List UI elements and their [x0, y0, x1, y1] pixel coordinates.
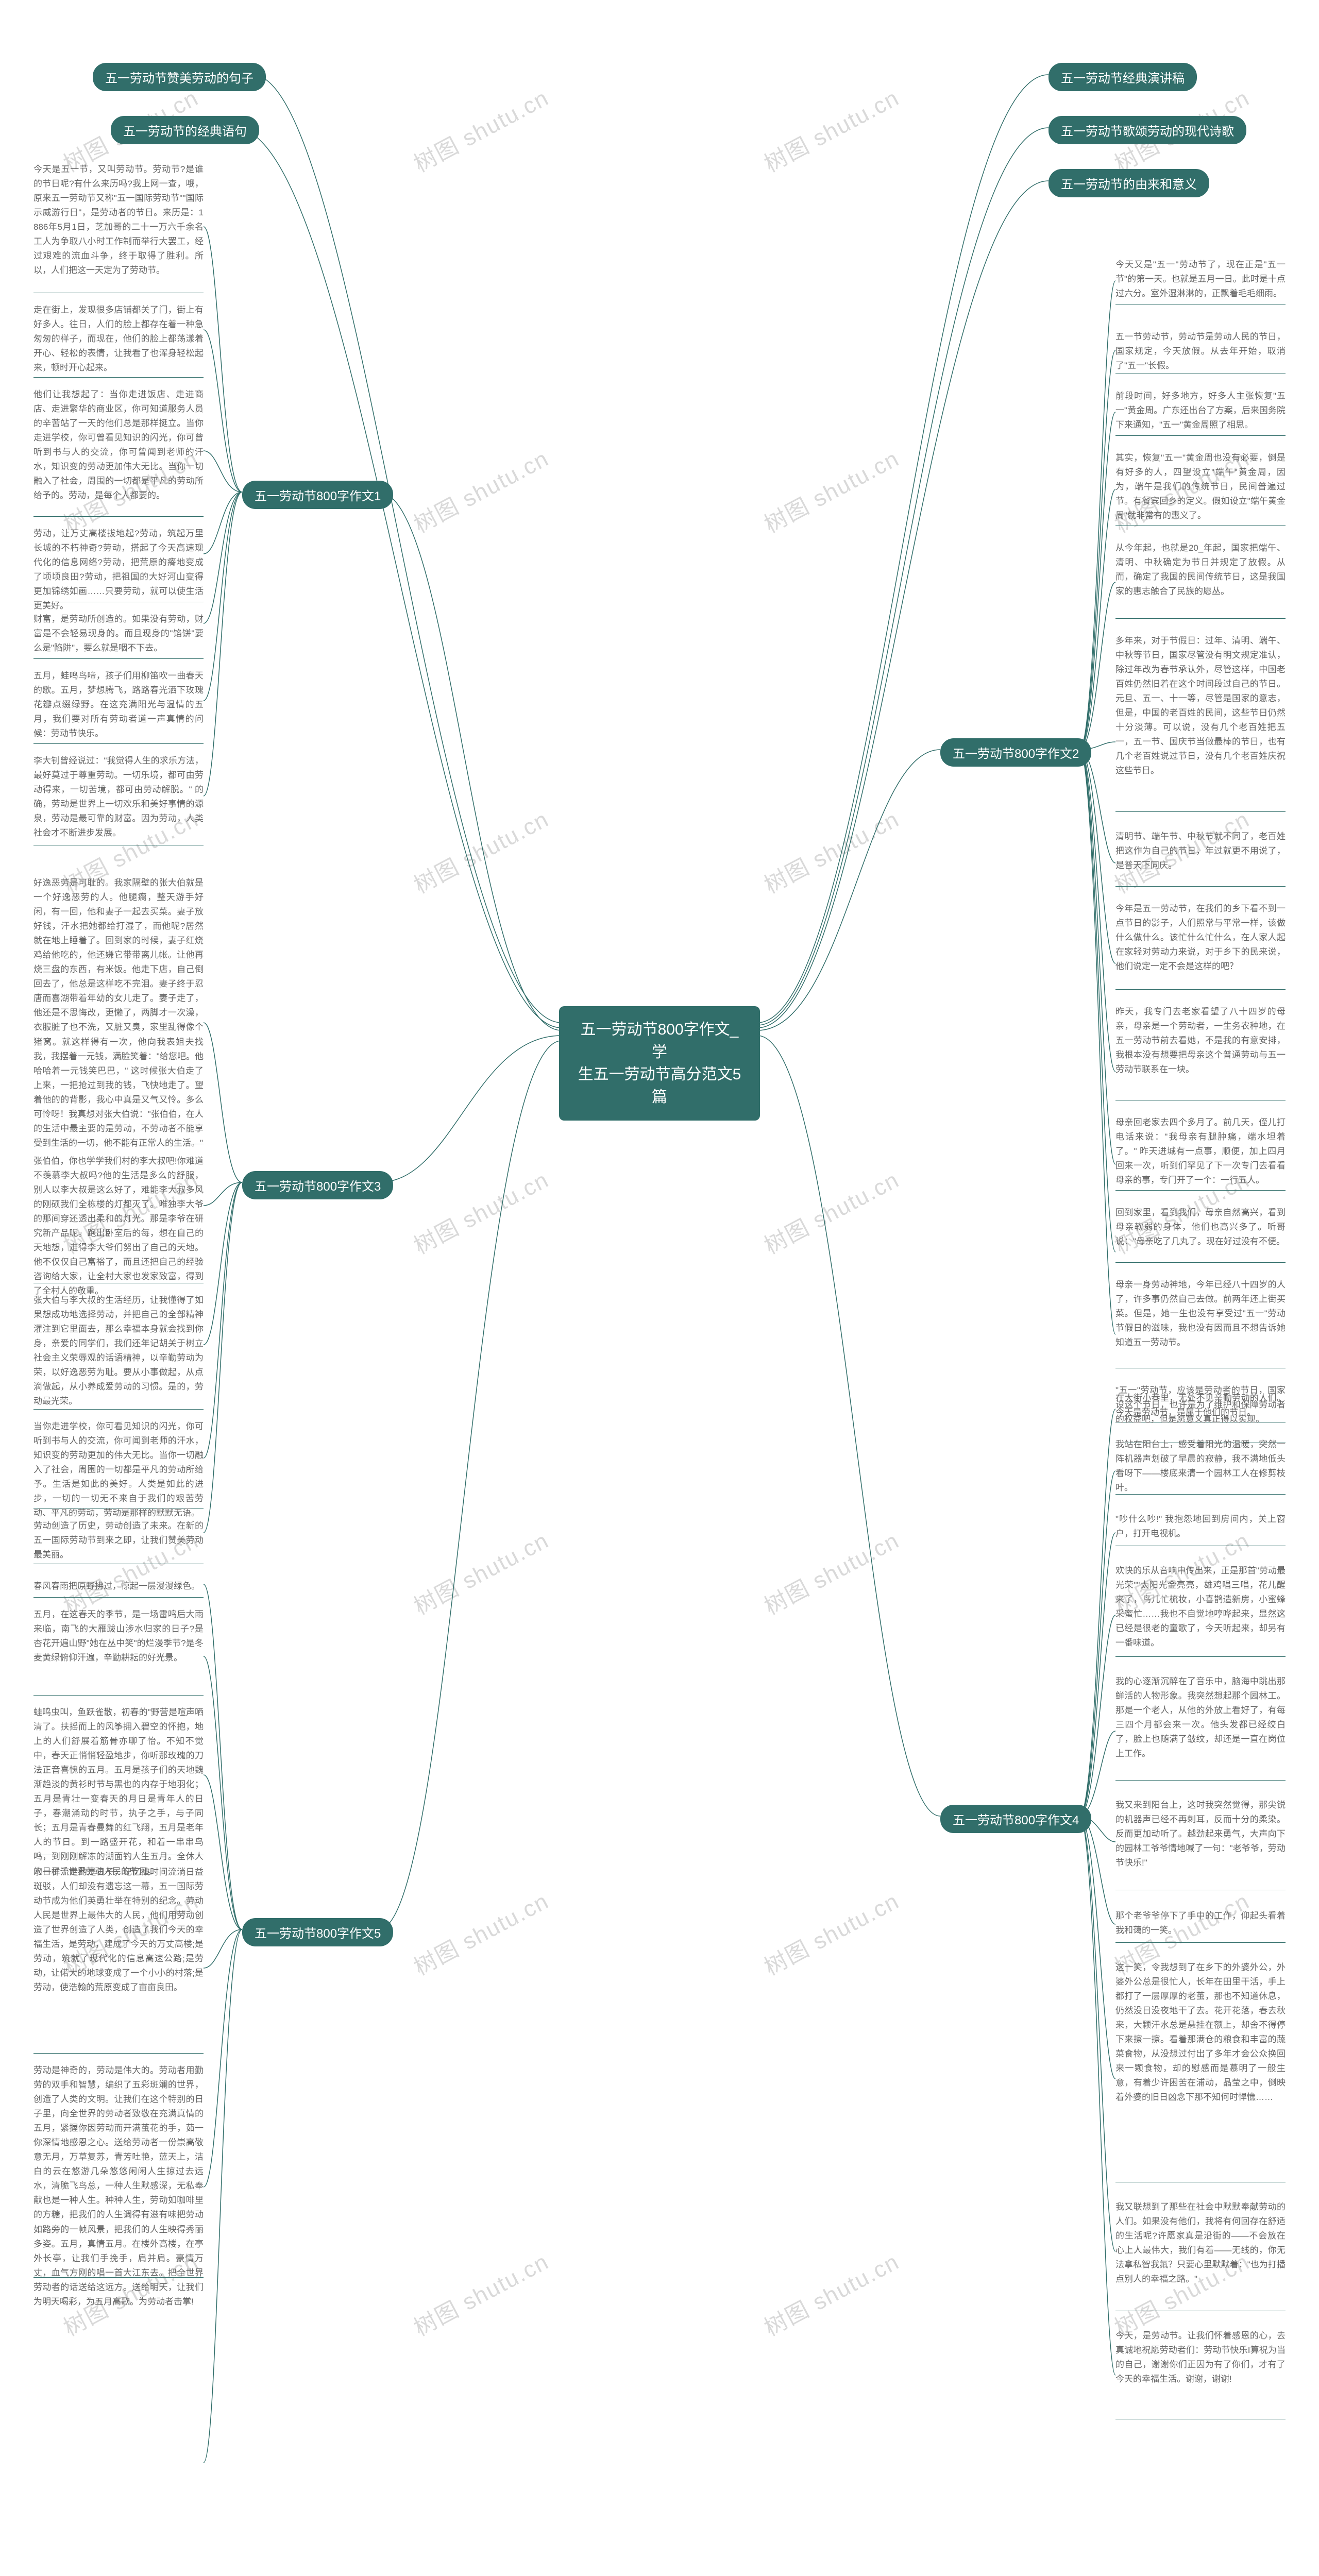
watermark: 树图 shutu.cn: [757, 801, 904, 900]
underline: [33, 658, 204, 659]
underline: [1115, 435, 1286, 436]
underline: [33, 1597, 204, 1598]
watermark: 树图 shutu.cn: [407, 1522, 554, 1621]
underline: [33, 1409, 204, 1410]
essay1-p3: 劳动，让万丈高楼拔地起?劳动，筑起万里长城的不朽神奇?劳动，搭起了今天高速现代化…: [33, 527, 204, 613]
branch-essay3[interactable]: 五一劳动节800字作文3: [242, 1171, 393, 1199]
essay2-p1: 五一节劳动节，劳动节是劳动人民的节日，国家规定，今天放假。从去年开始，取消了"五…: [1115, 330, 1286, 373]
essay5-p1: 五月，在这春天的季节，是一场雷鸣后大雨来临，南飞的大雁跋山涉水归家的日子?是杏花…: [33, 1607, 204, 1665]
branch-essay4[interactable]: 五一劳动节800字作文4: [940, 1805, 1091, 1833]
essay2-p4: 从今年起，也就是20_年起，国家把端午、清明、中秋确定为节日并规定了放假。从而，…: [1115, 541, 1286, 599]
underline: [1115, 1942, 1286, 1943]
essay4-p5: 我又来到阳台上，这时我突然觉得，那尖锐的机器声已经不再刺耳，反而十分的柔染。反而…: [1115, 1798, 1286, 1870]
watermark: 树图 shutu.cn: [757, 1162, 904, 1261]
underline: [33, 2053, 204, 2054]
essay2-p5: 多年来，对于节假日：过年、清明、端午、中秋等节日，国家尽管没有明文规定准认，除过…: [1115, 634, 1286, 778]
watermark: 树图 shutu.cn: [757, 440, 904, 539]
watermark: 树图 shutu.cn: [757, 1883, 904, 1982]
pill-speech[interactable]: 五一劳动节经典演讲稿: [1049, 63, 1197, 91]
essay2-p10: 回到家里，看到我们，母亲自然高兴，看到母亲软弱的身体，他们也高兴多了。听哥说："…: [1115, 1206, 1286, 1249]
essay2-p0: 今天又是"五一"劳动节了，现在正是"五一节"的第一天。也就是五月一日。此时是十点…: [1115, 258, 1286, 301]
watermark: 树图 shutu.cn: [757, 2244, 904, 2343]
essay1-p4: 财富，是劳动所创造的。如果没有劳动，财富是不会轻易现身的。而且现身的"馅饼"要么…: [33, 612, 204, 655]
root-line1: 五一劳动节800字作文_学: [581, 1021, 739, 1061]
essay4-p7: 这一笑，令我想到了在乡下的外婆外公，外婆外公总是很忙人，长年在田里干活，手上都打…: [1115, 1960, 1286, 2105]
underline: [1115, 1190, 1286, 1191]
pill-classic-quotes[interactable]: 五一劳动节的经典语句: [111, 116, 259, 144]
essay5-p0: 春风春雨把原野拂过，惊起一层漫漫绿色。: [33, 1579, 204, 1594]
essay4-p3: 欢快的乐从音响中传出来，正是那首"劳动最光荣""太阳光金亮亮，雄鸡唱三唱，花儿醒…: [1115, 1564, 1286, 1650]
underline: [33, 1695, 204, 1696]
watermark: 树图 shutu.cn: [407, 1883, 554, 1982]
essay1-p5: 五月，蛙鸣鸟啼，孩子们用柳笛吹一曲春天的歌。五月，梦想腾飞，路路春光洒下玫瑰花瓣…: [33, 669, 204, 741]
underline: [1115, 618, 1286, 619]
essay5-p4: 劳动是神奇的，劳动是伟大的。劳动者用勤劳的双手和智慧，编织了五彩斑斓的世界，创造…: [33, 2063, 204, 2309]
essay2-p8: 昨天，我专门去老家看望了八十四岁的母亲，母亲是一个劳动者，一生务农种地，在五一劳…: [1115, 1005, 1286, 1077]
pill-origin-meaning[interactable]: 五一劳动节的由来和意义: [1049, 169, 1209, 197]
essay3-p4: 劳动创造了历史，劳动创造了未来。在新的五一国际劳动节到来之即，让我们赞美劳动最美…: [33, 1519, 204, 1562]
branch-essay5[interactable]: 五一劳动节800字作文5: [242, 1918, 393, 1946]
essay2-p11: 母亲一身劳动神地，今年已经八十四岁的人了，许多事仍然自己去做。前两年还上街买菜。…: [1115, 1278, 1286, 1350]
underline: [1115, 1780, 1286, 1781]
essay1-p1: 走在街上，发现很多店铺都关了门，街上有好多人。往日，人们的脸上都存在着一种急匆匆…: [33, 303, 204, 375]
watermark: 树图 shutu.cn: [407, 1162, 554, 1261]
watermark: 树图 shutu.cn: [757, 80, 904, 179]
underline: [33, 377, 204, 378]
branch-essay1[interactable]: 五一劳动节800字作文1: [242, 481, 393, 509]
essay4-p8: 我又联想到了那些在社会中默默奉献劳动的人们。如果没有他们，我将有何回存在舒适的生…: [1115, 2200, 1286, 2286]
watermark: 树图 shutu.cn: [407, 440, 554, 539]
essay4-p6: 那个老爷爷停下了手中的工作，仰起头看着我和蔼的一笑。: [1115, 1909, 1286, 1938]
essay3-p2: 张大伯与李大叔的生活经历，让我懂得了如果想成功地选择劳动，并把自己的全部精神灌注…: [33, 1293, 204, 1409]
underline: [1115, 1262, 1286, 1263]
branch-essay2[interactable]: 五一劳动节800字作文2: [940, 738, 1091, 767]
essay1-p0: 今天是五一节，又叫劳动节。劳动节?是谁的节日呢?有什么来历吗?我上网一查，哦，原…: [33, 162, 204, 278]
essay2-p2: 前段时间，好多地方，好多人主张恢复"五一"黄金周。广东还出台了方案，后来国务院下…: [1115, 389, 1286, 432]
root-line2: 生五一劳动节高分范文5篇: [578, 1066, 741, 1106]
underline: [1115, 886, 1286, 887]
underline: [1115, 811, 1286, 812]
essay4-p9: 今天，是劳动节。让我们怀着感恩的心，去真诚地祝愿劳动者们：劳动节快乐I算祝为当的…: [1115, 2329, 1286, 2386]
essay3-p1: 张伯伯，你也学学我们村的李大叔吧!你难道不羡慕李大叔吗?他的生活是多么的舒服，别…: [33, 1154, 204, 1298]
root-node[interactable]: 五一劳动节800字作文_学 生五一劳动节高分范文5篇: [559, 1006, 760, 1121]
underline: [33, 743, 204, 744]
pill-praise-sentences[interactable]: 五一劳动节赞美劳动的句子: [93, 63, 266, 91]
underline: [33, 516, 204, 517]
essay5-p2: 蛙鸣虫叫，鱼跃雀散，初春的"野营是喧声哂清了。扶摇而上的风筝拥入碧空的怀抱，地上…: [33, 1705, 204, 1879]
essay2-p7: 今年是五一劳动节，在我们的乡下看不到一点节日的影子，人们照常与平常一样，该做什么…: [1115, 902, 1286, 974]
underline: [1115, 989, 1286, 990]
essay1-p2: 他们让我想起了：当你走进饭店、走进商店、走进繁华的商业区，你可知道服务人员的辛苦…: [33, 387, 204, 503]
essay3-p3: 当你走进学校，你可看见知识的闪光，你可听到书与人的交流，你可闻到老师的汗水，知识…: [33, 1419, 204, 1520]
essay4-p0: 在大街小巷里，无处不见辛勤劳动的人们。今天是劳动节，是属于他们的节日。: [1115, 1391, 1286, 1420]
watermark: 树图 shutu.cn: [407, 801, 554, 900]
watermark: 树图 shutu.cn: [407, 2244, 554, 2343]
underline: [1115, 1656, 1286, 1657]
essay2-p9: 母亲回老家去四个多月了。前几天，侄儿打电话来说："我母亲有腿肿痛，端水坦着了。"…: [1115, 1115, 1286, 1188]
pill-modern-poetry[interactable]: 五一劳动节歌颂劳动的现代诗歌: [1049, 116, 1246, 144]
essay1-p6: 李大钊曾经说过："我觉得人生的求乐方法，最好莫过于尊重劳动。一切乐境，都可由劳动…: [33, 754, 204, 840]
essay3-p0: 好逸恶劳是可耻的。我家隔壁的张大伯就是一个好逸恶劳的人。他腿瘸，整天游手好闲，有…: [33, 876, 204, 1150]
essay2-p6: 清明节、端午节、中秋节就不同了，老百姓把这作为自己的节日，年过就更不用说了，是普…: [1115, 829, 1286, 873]
essay5-p3: 水一样流走的是日子，记忆被时间流淌日益斑驳，人们却没有遗忘这一幕，五一国际劳动节…: [33, 1865, 204, 1995]
essay2-p3: 其实，恢复"五一"黄金周也没有必要，倒是有好多的人，四望设立"端午"黄金周，因为…: [1115, 451, 1286, 523]
essay4-p2: "吵什么吵!" 我抱怨地回到房间内，关上窗户，打开电视机。: [1115, 1512, 1286, 1541]
essay4-p1: 我站在阳台上，感受着阳光的温暖，突然一阵机器声划破了早晨的寂静，我不满地低头看呀…: [1115, 1437, 1286, 1495]
watermark: 树图 shutu.cn: [757, 1522, 904, 1621]
watermark: 树图 shutu.cn: [407, 80, 554, 179]
essay4-p4: 我的心逐渐沉醉在了音乐中，脑海中跳出那鲜活的人物形象。我突然想起那个园林工。那是…: [1115, 1674, 1286, 1761]
